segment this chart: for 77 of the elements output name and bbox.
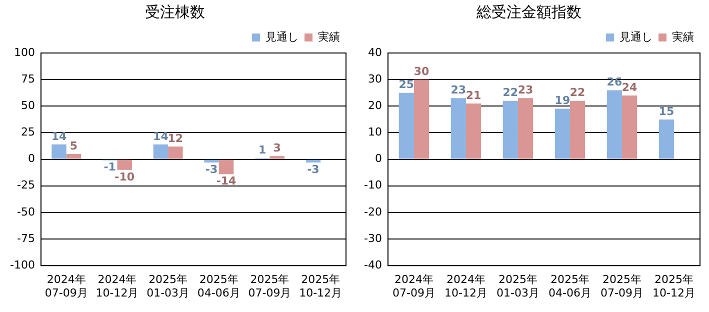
bar [204, 160, 219, 162]
data-label: 3 [273, 141, 281, 154]
bar [450, 98, 466, 159]
y-tick-label: -25 [16, 178, 35, 192]
data-label: 23 [450, 84, 466, 97]
x-tick-label: 2025年 10-12月 [652, 273, 696, 300]
data-label: 12 [168, 132, 184, 145]
y-tick-label: 20 [368, 99, 382, 112]
data-label: 21 [466, 88, 482, 102]
data-label: 23 [518, 84, 534, 97]
bar [218, 160, 234, 174]
y-tick-label: -40 [364, 258, 382, 272]
x-tick-label: 2025年 01-03月 [146, 273, 190, 300]
data-label: 30 [414, 64, 430, 78]
bar [52, 144, 66, 159]
x-tick-label: 2024年 10-12月 [444, 273, 488, 300]
bar [518, 98, 534, 159]
x-tick-label: 2024年 07-09月 [44, 273, 88, 300]
y-tick-label: -50 [16, 205, 35, 218]
bar [117, 160, 132, 170]
x-tick-label: 2025年 07-09月 [248, 273, 292, 300]
y-tick-label: 50 [20, 99, 35, 112]
y-tick-label: -20 [364, 205, 382, 218]
data-label: 14 [51, 130, 68, 143]
data-label: 14 [153, 130, 169, 143]
bar [66, 154, 82, 159]
x-tick-label: 2025年 04-06月 [197, 273, 240, 300]
bar [270, 156, 284, 159]
data-label: -3 [205, 162, 218, 176]
data-label: 24 [622, 80, 638, 94]
y-tick-label: 0 [28, 152, 35, 166]
bar [554, 108, 570, 159]
bar [398, 92, 414, 159]
y-tick-label: -75 [16, 232, 35, 245]
y-tick-label: -100 [10, 258, 35, 272]
y-tick-label: 10 [368, 126, 382, 139]
data-label: 22 [570, 86, 586, 100]
data-label: -10 [114, 170, 135, 184]
data-label: 25 [398, 78, 414, 92]
bar [466, 103, 482, 159]
x-tick-label: 2025年 07-09月 [600, 273, 644, 300]
bar [622, 96, 638, 159]
data-label: 15 [658, 104, 674, 118]
y-tick-label: -10 [364, 178, 382, 192]
y-tick-label: 0 [374, 152, 382, 166]
legend-label: 実績 [318, 30, 340, 44]
bar [414, 80, 430, 159]
legend-label: 実績 [672, 30, 694, 44]
data-label: -14 [216, 174, 237, 188]
y-tick-label: 75 [20, 72, 35, 86]
y-tick-label: 40 [368, 46, 382, 59]
bar [306, 160, 321, 162]
x-tick-label: 2024年 10-12月 [96, 273, 139, 300]
y-tick-label: 30 [368, 72, 382, 86]
y-tick-label: 25 [20, 126, 35, 139]
bar [658, 119, 674, 159]
data-label: 5 [70, 139, 78, 152]
bar [606, 90, 622, 159]
y-tick-label: 100 [14, 46, 35, 59]
data-label: 19 [554, 94, 570, 108]
x-tick-label: 2025年 10-12月 [299, 273, 342, 300]
y-tick-label: -30 [364, 232, 382, 245]
data-label: -3 [307, 162, 320, 176]
data-label: -1 [104, 160, 116, 174]
data-label: 22 [502, 86, 518, 100]
bar [570, 100, 586, 159]
data-label: 1 [258, 144, 266, 157]
chart-title: 受注棟数 [145, 2, 205, 21]
chart-title: 総受注金額指数 [476, 2, 582, 21]
x-tick-label: 2024年 07-09月 [392, 273, 436, 300]
bar [502, 100, 518, 159]
bar [168, 146, 183, 159]
legend-label: 見通し [266, 30, 298, 44]
x-tick-label: 2025年 01-03月 [496, 273, 540, 300]
x-tick-label: 2025年 04-06月 [548, 273, 592, 300]
legend-label: 見通し [620, 30, 652, 44]
bar [153, 144, 168, 159]
